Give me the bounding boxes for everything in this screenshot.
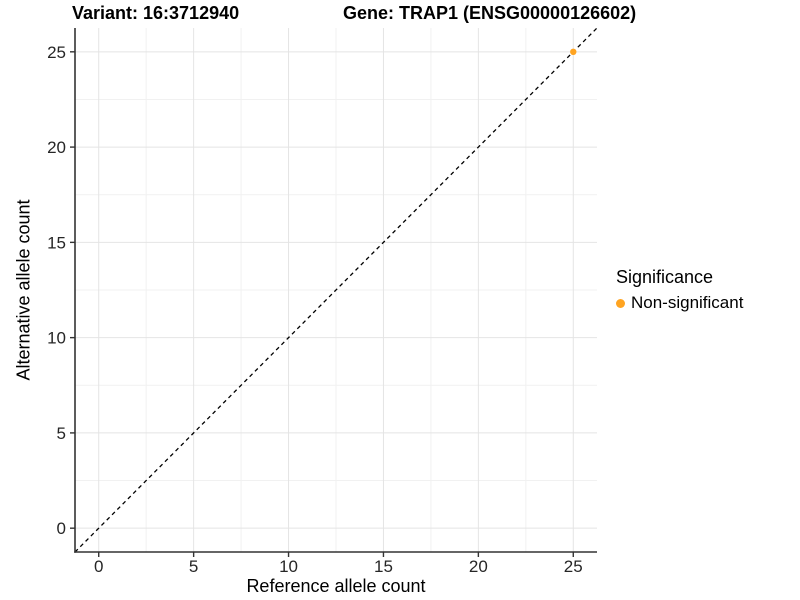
y-tick-label: 20 bbox=[47, 138, 66, 157]
x-tick-label: 5 bbox=[189, 557, 198, 576]
legend-item: Non-significant bbox=[616, 293, 743, 313]
x-tick-label: 25 bbox=[564, 557, 583, 576]
identity-line bbox=[74, 27, 598, 553]
x-tick-label: 10 bbox=[279, 557, 298, 576]
y-tick-label: 0 bbox=[57, 519, 66, 538]
x-axis-title: Reference allele count bbox=[246, 576, 426, 596]
legend-point-icon bbox=[616, 298, 625, 308]
x-tick-label: 0 bbox=[94, 557, 103, 576]
minor-gridlines bbox=[75, 28, 597, 552]
gene-title: Gene: TRAP1 (ENSG00000126602) bbox=[343, 3, 637, 23]
y-axis-title: Alternative allele count bbox=[13, 199, 34, 381]
y-tick-label: 25 bbox=[47, 43, 66, 62]
axis-lines bbox=[74, 28, 597, 553]
y-tick-label: 15 bbox=[47, 233, 66, 252]
legend-item-label: Non-significant bbox=[631, 293, 744, 312]
y-tick-label: 10 bbox=[47, 329, 66, 348]
legend: Significance Non-significant bbox=[616, 267, 743, 313]
legend-title: Significance bbox=[616, 267, 714, 287]
major-gridlines bbox=[75, 28, 597, 552]
y-tick-label: 5 bbox=[57, 424, 66, 443]
tick-marks bbox=[70, 51, 574, 557]
data-point bbox=[570, 48, 577, 56]
x-tick-label: 20 bbox=[469, 557, 488, 576]
x-tick-label: 15 bbox=[374, 557, 393, 576]
variant-title: Variant: 16:3712940 bbox=[72, 3, 240, 23]
